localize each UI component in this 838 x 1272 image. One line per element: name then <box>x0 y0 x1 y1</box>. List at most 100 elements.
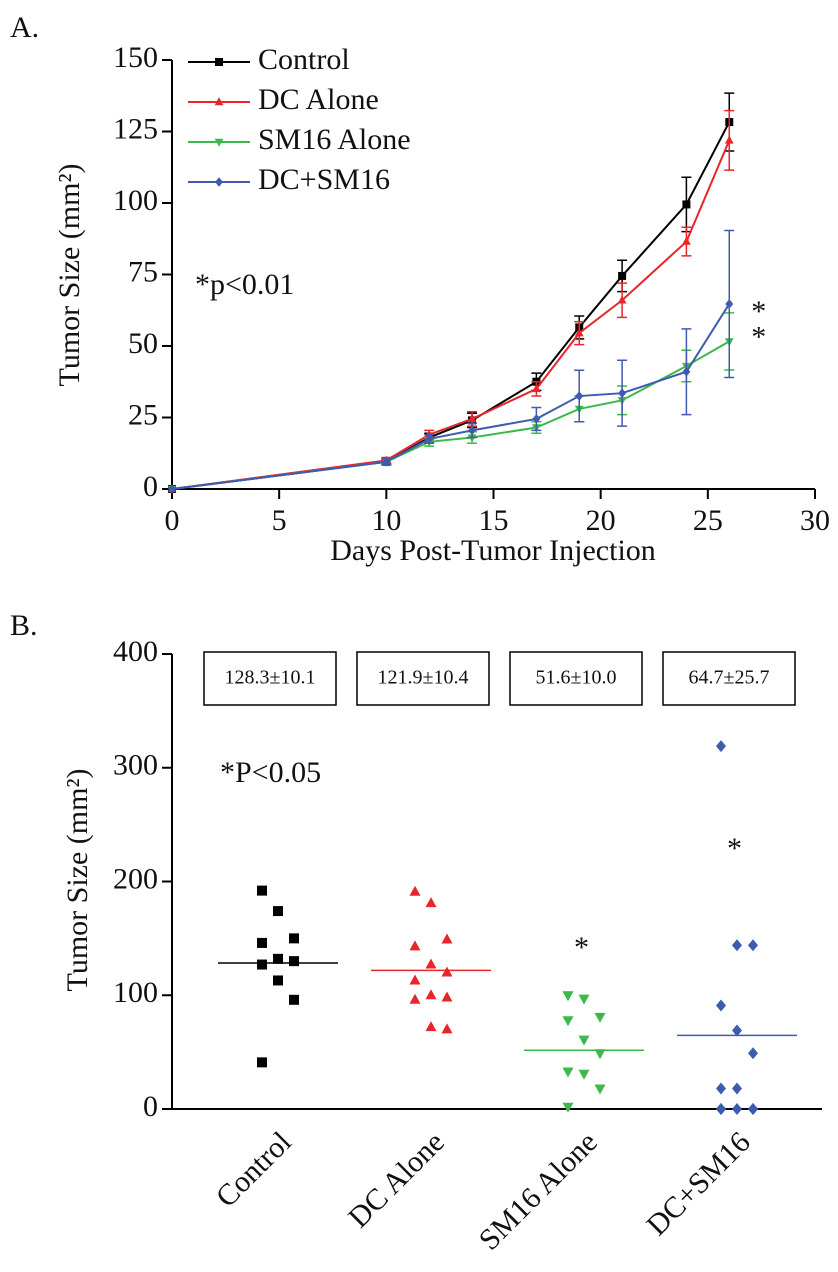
x-tick-label: 30 <box>800 504 830 537</box>
marker <box>409 974 421 985</box>
marker <box>273 953 283 964</box>
marker <box>682 366 691 377</box>
marker <box>467 434 477 443</box>
summary-label: 128.3±10.1 <box>225 667 316 689</box>
series-line <box>171 139 731 490</box>
marker <box>425 897 437 908</box>
legend-label: DC Alone <box>258 83 379 116</box>
marker <box>257 959 267 970</box>
y-tick-label: 150 <box>113 41 158 74</box>
annotation: * <box>751 320 766 353</box>
marker <box>748 1103 758 1115</box>
x-tick-label: 25 <box>693 504 723 537</box>
marker <box>382 457 391 467</box>
marker <box>214 138 224 147</box>
marker <box>257 885 267 896</box>
marker <box>441 991 453 1002</box>
y-tick-label: 300 <box>113 749 158 782</box>
marker <box>594 1084 606 1095</box>
y-tick-label: 100 <box>113 976 158 1009</box>
annotation: *p<0.01 <box>195 268 294 301</box>
marker <box>257 937 267 948</box>
marker <box>578 1035 590 1046</box>
summary-box <box>662 651 796 706</box>
marker <box>273 906 283 917</box>
marker <box>732 1024 742 1037</box>
marker <box>425 958 437 969</box>
marker <box>716 999 726 1012</box>
series-line <box>171 340 730 490</box>
x-tick-label: SM16 Alone <box>473 1125 604 1256</box>
marker <box>575 391 584 401</box>
marker <box>594 1049 606 1060</box>
marker <box>168 484 176 494</box>
y-tick-label: 0 <box>143 470 158 503</box>
y-axis-title: Tumor Size (mm²) <box>61 769 94 992</box>
annotation: *P<0.05 <box>220 756 321 789</box>
x-tick-label: 0 <box>165 504 180 537</box>
marker <box>748 939 758 952</box>
summary-box <box>356 651 490 706</box>
marker <box>618 271 627 280</box>
marker <box>732 939 742 952</box>
series-line <box>171 303 731 490</box>
marker <box>289 994 299 1005</box>
marker <box>531 384 541 393</box>
marker <box>467 414 477 423</box>
summary-box <box>509 651 643 706</box>
marker <box>594 1012 606 1023</box>
marker <box>724 135 734 144</box>
marker <box>574 328 584 337</box>
marker <box>257 1057 267 1068</box>
marker <box>425 434 434 444</box>
marker <box>578 1069 590 1080</box>
annotation: * <box>751 295 766 328</box>
marker <box>725 299 734 309</box>
marker <box>617 295 627 304</box>
y-axis-title: Tumor Size (mm²) <box>53 164 86 387</box>
marker <box>441 933 453 944</box>
y-tick-label: 75 <box>128 255 158 288</box>
legend-label: DC+SM16 <box>258 163 390 196</box>
marker <box>289 933 299 944</box>
marker <box>468 425 477 436</box>
annotation: * <box>727 832 742 865</box>
marker <box>562 991 574 1002</box>
y-tick-label: 50 <box>128 327 158 360</box>
y-tick-label: 125 <box>113 112 158 145</box>
legend-label: Control <box>258 43 350 76</box>
x-tick-label: DC Alone <box>342 1125 451 1234</box>
y-tick-label: 25 <box>128 398 158 431</box>
summary-label: 121.9±10.4 <box>378 667 469 689</box>
x-axis-title: Days Post-Tumor Injection <box>330 534 656 567</box>
marker <box>441 1023 453 1034</box>
marker <box>716 1082 726 1095</box>
summary-box <box>203 651 337 706</box>
x-tick-label: Control <box>210 1125 298 1213</box>
marker <box>424 429 434 438</box>
marker <box>273 975 283 986</box>
y-tick-label: 100 <box>113 184 158 217</box>
marker <box>748 1047 758 1060</box>
marker <box>532 414 541 424</box>
marker <box>682 236 691 245</box>
marker <box>409 993 421 1004</box>
summary-label: 64.7±25.7 <box>689 667 770 689</box>
marker <box>215 177 223 187</box>
marker <box>214 97 224 106</box>
summary-label: 51.6±10.0 <box>536 667 617 689</box>
marker <box>425 989 437 1000</box>
y-tick-label: 0 <box>143 1090 158 1123</box>
y-tick-label: 400 <box>113 635 158 668</box>
panel-label: A. <box>10 11 39 44</box>
marker <box>562 1102 574 1113</box>
marker <box>441 966 453 977</box>
x-tick-label: 10 <box>371 504 401 537</box>
x-tick-label: 20 <box>586 504 616 537</box>
marker <box>409 885 421 896</box>
x-tick-label: 15 <box>479 504 509 537</box>
marker <box>425 1021 437 1032</box>
legend-label: SM16 Alone <box>258 123 411 156</box>
y-tick-label: 200 <box>113 862 158 895</box>
